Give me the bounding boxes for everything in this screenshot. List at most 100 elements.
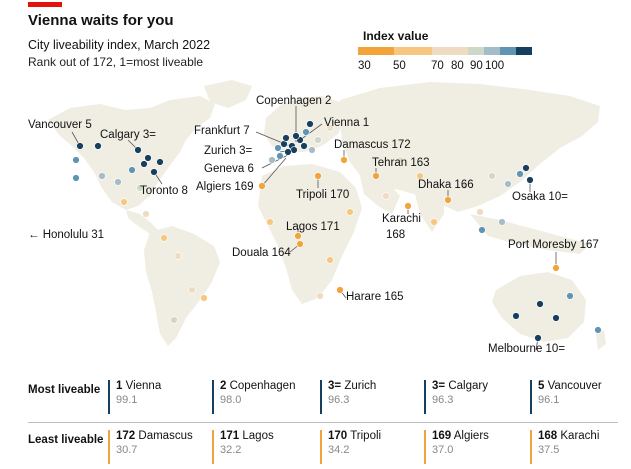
city-dot [314, 136, 322, 144]
cell-rank: 3= [328, 380, 342, 392]
least-cell: 170 Tripoli 34.2 [320, 430, 381, 464]
city-dot [134, 146, 142, 154]
legend-tick: 80 [451, 60, 464, 72]
legend-tick: 50 [393, 60, 406, 72]
label-vienna: Vienna 1 [324, 117, 369, 129]
city-labels: Copenhagen 2 Vienna 1 Vancouver 5 Calgar… [28, 95, 599, 355]
city-dot [200, 294, 208, 302]
city-dot [444, 196, 452, 204]
legend-swatch-2 [394, 47, 432, 55]
city-dot [498, 218, 506, 226]
label-tripoli: Tripoli 170 [296, 189, 349, 201]
label-karachi: Karachi [382, 213, 421, 225]
cell-city: Karachi [560, 430, 600, 442]
city-dot [430, 218, 438, 226]
label-tehran: Tehran 163 [372, 157, 430, 169]
cell-rank: 172 [116, 430, 136, 442]
city-dot [346, 208, 354, 216]
cell-rank: 3= [432, 380, 446, 392]
label-frankfurt: Frankfurt 7 [194, 125, 250, 137]
cell-rank: 170 [328, 430, 348, 442]
cell-value: 96.3 [328, 394, 350, 406]
label-port-moresby: Port Moresby 167 [508, 239, 599, 251]
city-dot [308, 146, 316, 154]
city-dot [136, 184, 144, 192]
city-dot [326, 256, 334, 264]
land-new-zealand [596, 330, 606, 350]
most-liveable-label: Most liveable [28, 384, 101, 396]
legend-title: Index value [363, 29, 429, 43]
legend-tick: 30 [358, 60, 371, 72]
legend-swatch-7 [516, 47, 532, 55]
least-liveable-label: Least liveable [28, 434, 104, 446]
most-cell: 3= Calgary 96.3 [424, 380, 488, 414]
cell-rank: 168 [538, 430, 558, 442]
land-arabia-india [360, 176, 444, 232]
city-dot [336, 286, 344, 294]
city-dot [326, 124, 334, 132]
city-dot [512, 312, 520, 320]
cell-value: 30.7 [116, 444, 138, 456]
land-asia [340, 82, 600, 212]
city-dot [156, 158, 164, 166]
leader-lines [71, 106, 557, 351]
city-markers [72, 120, 602, 342]
label-vancouver: Vancouver 5 [28, 119, 92, 131]
city-dot [300, 142, 308, 150]
city-dot [160, 234, 168, 242]
city-dot [306, 120, 314, 128]
chart-subtitle: City liveability index, March 2022 [28, 38, 211, 52]
city-dot [140, 160, 148, 168]
city-dot [566, 292, 574, 300]
label-karachi-rank: 168 [386, 229, 405, 241]
cell-value: 96.1 [538, 394, 560, 406]
most-cell: 1 Vienna 99.1 [108, 380, 161, 414]
cell-value: 99.1 [116, 394, 138, 406]
city-dot [526, 176, 534, 184]
legend-swatch-1 [358, 47, 394, 55]
least-cell: 168 Karachi 37.5 [530, 430, 599, 464]
city-dot [274, 144, 282, 152]
legend-swatch-6 [500, 47, 516, 55]
city-dot [594, 326, 602, 334]
label-damascus: Damascus 172 [334, 139, 411, 151]
city-dot [114, 178, 122, 186]
city-dot [170, 316, 178, 324]
city-dot [476, 208, 484, 216]
cell-rank: 171 [220, 430, 240, 442]
city-dot [72, 174, 80, 182]
label-toronto: Toronto 8 [140, 185, 188, 197]
land-south-america [144, 226, 220, 346]
cell-rank: 5 [538, 380, 545, 392]
label-dhaka: Dhaka 166 [418, 179, 474, 191]
cell-city: Algiers [453, 430, 489, 442]
cell-city: Vienna [125, 380, 162, 392]
cell-value: 32.2 [220, 444, 242, 456]
cell-city: Calgary [448, 380, 488, 392]
label-douala: Douala 164 [232, 247, 291, 259]
cell-rank: 169 [432, 430, 452, 442]
city-dot [372, 172, 380, 180]
city-dot [460, 182, 468, 190]
cell-rank: 2 [220, 380, 227, 392]
city-dot [522, 164, 530, 172]
cell-value: 96.3 [432, 394, 454, 406]
city-dot [404, 202, 412, 210]
city-dot [150, 168, 158, 176]
brand-bar [28, 2, 62, 7]
land-africa [258, 164, 362, 304]
legend-swatch-3 [432, 47, 468, 55]
table-divider [28, 422, 618, 423]
chart-note: Rank out of 172, 1=most liveable [28, 55, 204, 69]
label-copenhagen: Copenhagen 2 [256, 95, 331, 107]
label-calgary: Calgary 3= [100, 129, 156, 141]
legend-tick: 100 [485, 60, 505, 72]
city-dot [292, 132, 300, 140]
cell-value: 34.2 [328, 444, 350, 456]
city-dot [188, 286, 196, 294]
city-dot [174, 252, 182, 260]
land-greenland [204, 80, 252, 108]
label-melbourne: Melbourne 10= [488, 343, 565, 355]
legend-swatch-4 [468, 47, 484, 55]
land-central-america [126, 210, 158, 234]
